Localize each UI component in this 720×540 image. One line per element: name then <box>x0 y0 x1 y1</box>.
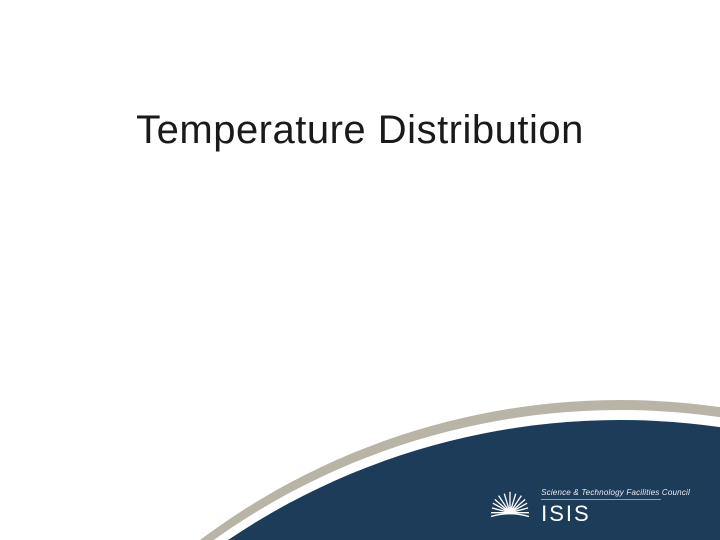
slide-title: Temperature Distribution <box>0 108 720 153</box>
footer-logo: Science & Technology Facilities Council … <box>491 488 690 526</box>
footer-bands <box>0 0 720 540</box>
logo-name: ISIS <box>541 503 690 525</box>
logo-text-block: Science & Technology Facilities Council … <box>541 489 690 525</box>
sunburst-icon <box>491 488 529 526</box>
logo-divider <box>541 499 661 500</box>
slide: Temperature Distribution <box>0 0 720 540</box>
logo-council-text: Science & Technology Facilities Council <box>541 489 690 497</box>
